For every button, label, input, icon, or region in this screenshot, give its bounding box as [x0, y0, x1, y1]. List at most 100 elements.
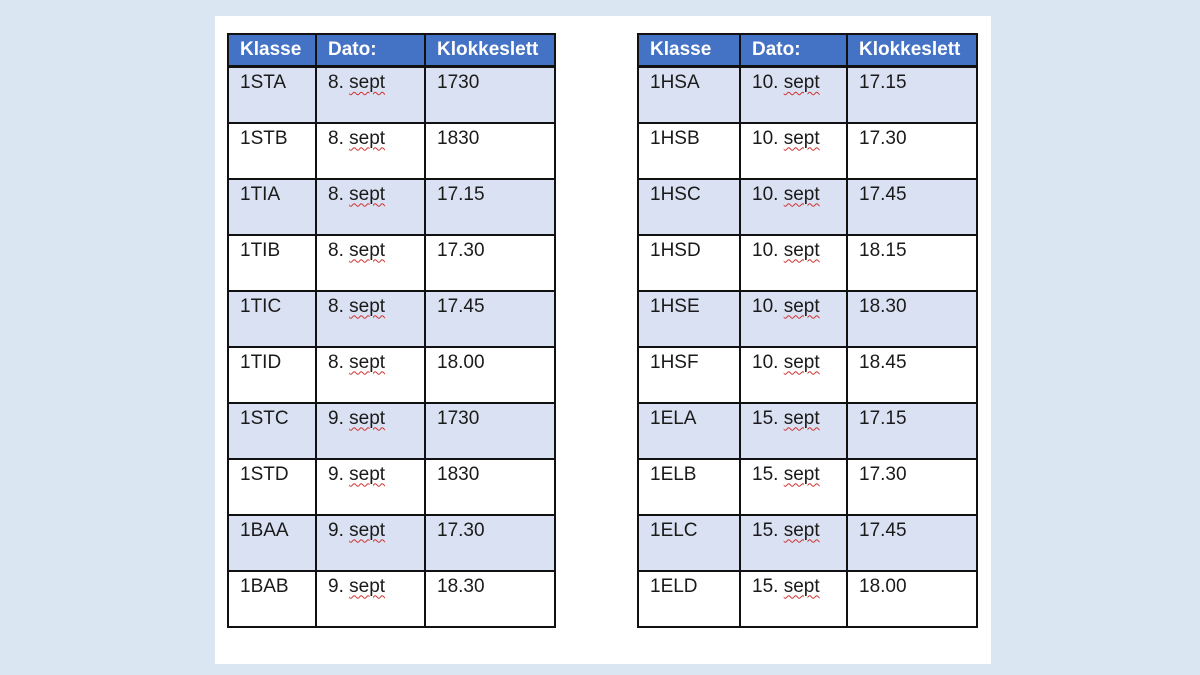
cell-klasse: 1TIB — [227, 233, 317, 292]
dato-day: 8. — [328, 295, 344, 317]
cell-klokkeslett: 17.45 — [846, 513, 978, 572]
document-page: Klasse Dato: Klokkeslett 1STA 8. sept 1730… — [215, 16, 991, 664]
table-row: 1STB 8. sept 1830 — [227, 121, 556, 180]
klokkeslett-text: 1830 — [437, 127, 480, 149]
table-row: 1HSB 10. sept 17.30 — [637, 121, 978, 180]
klokkeslett-text: 1830 — [437, 463, 480, 485]
dato-day: 9. — [328, 407, 344, 429]
cell-klasse: 1ELD — [637, 569, 741, 628]
klokkeslett-text: 18.00 — [859, 575, 907, 597]
klokkeslett-text: 1730 — [437, 407, 480, 429]
dato-day: 8. — [328, 351, 344, 373]
table-row: 1STA 8. sept 1730 — [227, 65, 556, 124]
klasse-text: 1BAA — [240, 519, 289, 541]
cell-dato: 15. sept — [739, 513, 848, 572]
dato-day: 8. — [328, 183, 344, 205]
dato-day: 10. — [752, 183, 779, 205]
header-row: Klasse Dato: Klokkeslett — [637, 33, 978, 68]
table-row: 1HSA 10. sept 17.15 — [637, 65, 978, 124]
klokkeslett-text: 17.30 — [859, 463, 907, 485]
table-row: 1STC 9. sept 1730 — [227, 401, 556, 460]
dato-day: 8. — [328, 127, 344, 149]
dato-month: sept — [349, 407, 386, 429]
cell-dato: 8. sept — [315, 233, 426, 292]
cell-dato: 15. sept — [739, 569, 848, 628]
klasse-text: 1TIA — [240, 183, 281, 205]
klasse-text: 1HSC — [650, 183, 701, 205]
klokkeslett-text: 17.30 — [437, 239, 485, 261]
dato-month: sept — [783, 351, 820, 373]
dato-day: 9. — [328, 519, 344, 541]
dato-month: sept — [349, 463, 386, 485]
header-klokkeslett: Klokkeslett — [424, 33, 556, 68]
klasse-text: 1STD — [240, 463, 289, 485]
klokkeslett-text: 17.15 — [859, 72, 907, 93]
cell-klasse: 1TIC — [227, 289, 317, 348]
dato-day: 10. — [752, 351, 779, 373]
dato-month: sept — [349, 519, 386, 541]
cell-dato: 8. sept — [315, 121, 426, 180]
cell-klasse: 1BAA — [227, 513, 317, 572]
dato-day: 9. — [328, 575, 344, 597]
klasse-text: 1TIC — [240, 295, 282, 317]
dato-month: sept — [349, 295, 386, 317]
table-row: 1TIA 8. sept 17.15 — [227, 177, 556, 236]
dato-day: 10. — [752, 295, 779, 317]
schedule-table-left: Klasse Dato: Klokkeslett 1STA 8. sept 1730… — [227, 33, 556, 628]
cell-dato: 8. sept — [315, 177, 426, 236]
klasse-text: 1STC — [240, 407, 289, 429]
cell-dato: 8. sept — [315, 345, 426, 404]
cell-dato: 9. sept — [315, 569, 426, 628]
cell-dato: 10. sept — [739, 345, 848, 404]
cell-klasse: 1STB — [227, 121, 317, 180]
header-klasse: Klasse — [637, 33, 741, 68]
cell-klasse: 1STC — [227, 401, 317, 460]
table-row: 1ELA 15. sept 17.15 — [637, 401, 978, 460]
cell-klasse: 1HSC — [637, 177, 741, 236]
cell-klokkeslett: 17.30 — [424, 513, 556, 572]
klokkeslett-text: 18.30 — [859, 295, 907, 317]
cell-klokkeslett: 18.30 — [424, 569, 556, 628]
dato-month: sept — [783, 295, 820, 317]
cell-klasse: 1HSD — [637, 233, 741, 292]
klokkeslett-text: 17.30 — [859, 127, 907, 149]
dato-day: 15. — [752, 519, 779, 541]
cell-klasse: 1BAB — [227, 569, 317, 628]
schedule-table-right: Klasse Dato: Klokkeslett 1HSA 10. sept 17.… — [637, 33, 978, 628]
klasse-text: 1HSD — [650, 239, 701, 261]
klokkeslett-text: 18.30 — [437, 575, 485, 597]
cell-klasse: 1STD — [227, 457, 317, 516]
cell-klasse: 1STA — [227, 65, 317, 124]
klokkeslett-text: 18.15 — [859, 239, 907, 261]
cell-klokkeslett: 17.15 — [846, 401, 978, 460]
dato-day: 10. — [752, 72, 779, 93]
cell-klokkeslett: 18.45 — [846, 345, 978, 404]
cell-klasse: 1ELA — [637, 401, 741, 460]
dato-month: sept — [783, 407, 820, 429]
dato-day: 8. — [328, 239, 344, 261]
klasse-text: 1STB — [240, 127, 288, 149]
cell-dato: 10. sept — [739, 65, 848, 124]
cell-klokkeslett: 1730 — [424, 65, 556, 124]
dato-month: sept — [783, 72, 820, 93]
cell-dato: 10. sept — [739, 177, 848, 236]
dato-month: sept — [783, 183, 820, 205]
cell-dato: 8. sept — [315, 289, 426, 348]
dato-month: sept — [783, 519, 820, 541]
cell-klasse: 1HSA — [637, 65, 741, 124]
table-row: 1TID 8. sept 18.00 — [227, 345, 556, 404]
cell-dato: 9. sept — [315, 457, 426, 516]
klokkeslett-text: 17.30 — [437, 519, 485, 541]
cell-dato: 9. sept — [315, 401, 426, 460]
dato-day: 10. — [752, 127, 779, 149]
cell-klokkeslett: 17.15 — [846, 65, 978, 124]
table-row: 1BAB 9. sept 18.30 — [227, 569, 556, 628]
klokkeslett-text: 18.45 — [859, 351, 907, 373]
cell-klokkeslett: 18.15 — [846, 233, 978, 292]
cell-dato: 8. sept — [315, 65, 426, 124]
dato-day: 15. — [752, 407, 779, 429]
cell-klokkeslett: 17.30 — [846, 121, 978, 180]
cell-klokkeslett: 17.45 — [424, 289, 556, 348]
header-klasse: Klasse — [227, 33, 317, 68]
table-row: 1HSE 10. sept 18.30 — [637, 289, 978, 348]
